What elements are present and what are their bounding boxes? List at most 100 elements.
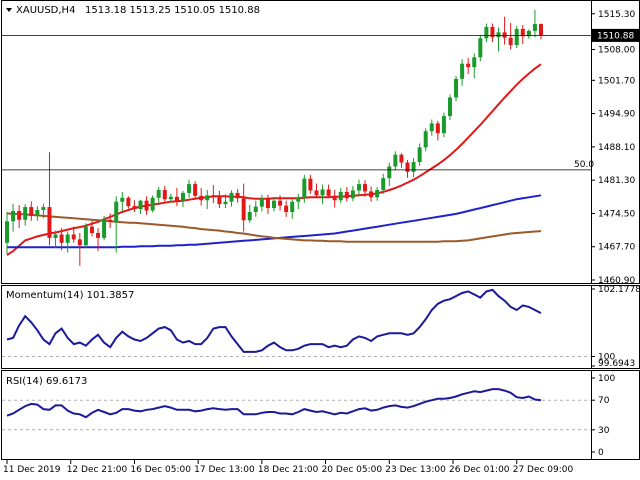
candle[interactable] [235,188,240,203]
candle[interactable] [17,205,22,229]
candle[interactable] [429,119,434,136]
candle[interactable] [508,23,513,50]
candle[interactable] [114,196,119,253]
candle[interactable] [387,162,392,187]
candle-body [187,184,192,193]
candle[interactable] [138,199,143,214]
candle[interactable] [102,215,107,241]
candle[interactable] [308,174,313,194]
candle[interactable] [41,203,46,219]
candle[interactable] [302,174,307,203]
price-panel[interactable]: 1515.30 1508.00 1501.70 1494.90 1488.10 1481.… [1,0,640,287]
candle[interactable] [265,194,270,214]
candle[interactable] [393,151,398,171]
candle-body [83,226,88,246]
candle[interactable] [272,197,276,212]
candle[interactable] [150,195,155,213]
candle[interactable] [247,204,252,223]
candle[interactable] [89,220,94,237]
candle[interactable] [447,94,452,120]
candle[interactable] [199,187,204,206]
candle[interactable] [120,191,125,211]
candle[interactable] [65,231,70,253]
candle[interactable] [229,190,234,207]
candle[interactable] [375,187,380,201]
candle[interactable] [405,160,410,178]
candle[interactable] [11,203,16,232]
candle[interactable] [77,233,82,266]
candle[interactable] [211,185,216,204]
candle[interactable] [144,196,149,215]
candle[interactable] [454,75,459,102]
dropdown-triangle-icon[interactable] [6,8,12,12]
candle[interactable] [350,186,355,202]
candle[interactable] [126,196,131,209]
candle[interactable] [53,230,58,248]
candle[interactable] [5,211,9,255]
candle[interactable] [174,187,179,207]
candle[interactable] [514,26,519,49]
candle-body [508,37,513,46]
candle[interactable] [526,29,531,39]
candle[interactable] [532,9,537,38]
candle[interactable] [96,228,101,252]
candle[interactable] [520,25,525,45]
candles[interactable] [5,9,543,266]
candle[interactable] [484,23,489,43]
candle[interactable] [441,112,446,138]
candle[interactable] [332,189,337,208]
candle[interactable] [539,23,543,40]
candle[interactable] [241,183,246,232]
candle[interactable] [284,200,289,217]
momentum-tick-label: 102.1778 [598,285,640,295]
candle[interactable] [435,120,440,141]
candle[interactable] [193,181,198,200]
candle[interactable] [47,152,52,246]
candle[interactable] [278,195,283,211]
time-tick-label: 17 Dec 13:00 [194,465,255,475]
candle[interactable] [369,186,374,202]
candle[interactable] [490,23,495,43]
candle[interactable] [399,153,404,168]
candle[interactable] [423,128,428,152]
candle[interactable] [71,226,76,243]
candle[interactable] [132,200,137,212]
candle[interactable] [29,201,34,221]
candle[interactable] [59,228,64,251]
candle[interactable] [314,183,319,198]
candle[interactable] [338,187,343,204]
candle[interactable] [472,53,477,79]
candle[interactable] [344,187,349,202]
candle[interactable] [83,223,88,248]
candle[interactable] [156,187,161,203]
candle[interactable] [253,200,258,217]
candle[interactable] [326,184,331,199]
candle[interactable] [496,27,501,52]
candle[interactable] [162,186,167,202]
candle[interactable] [223,194,228,209]
candle[interactable] [466,57,471,74]
candle-body [229,192,234,202]
candle[interactable] [381,173,386,194]
candle[interactable] [363,180,368,197]
candle[interactable] [23,204,28,226]
candle[interactable] [296,193,301,210]
candle[interactable] [108,213,113,229]
candle[interactable] [320,184,325,205]
candle[interactable] [460,59,465,86]
rsi-panel[interactable]: 100 70 30 0 RSI(14) 69.6173 [1,370,640,460]
candle[interactable] [35,206,40,221]
candle[interactable] [168,193,173,203]
candle[interactable] [187,179,192,198]
candle-body [47,207,52,238]
candle[interactable] [205,189,210,210]
candle[interactable] [217,190,222,209]
candle[interactable] [290,199,295,219]
candle[interactable] [478,34,483,62]
candle[interactable] [356,179,361,197]
candle[interactable] [417,143,422,166]
candle[interactable] [180,190,185,208]
candle[interactable] [259,194,264,212]
candle[interactable] [411,158,416,178]
